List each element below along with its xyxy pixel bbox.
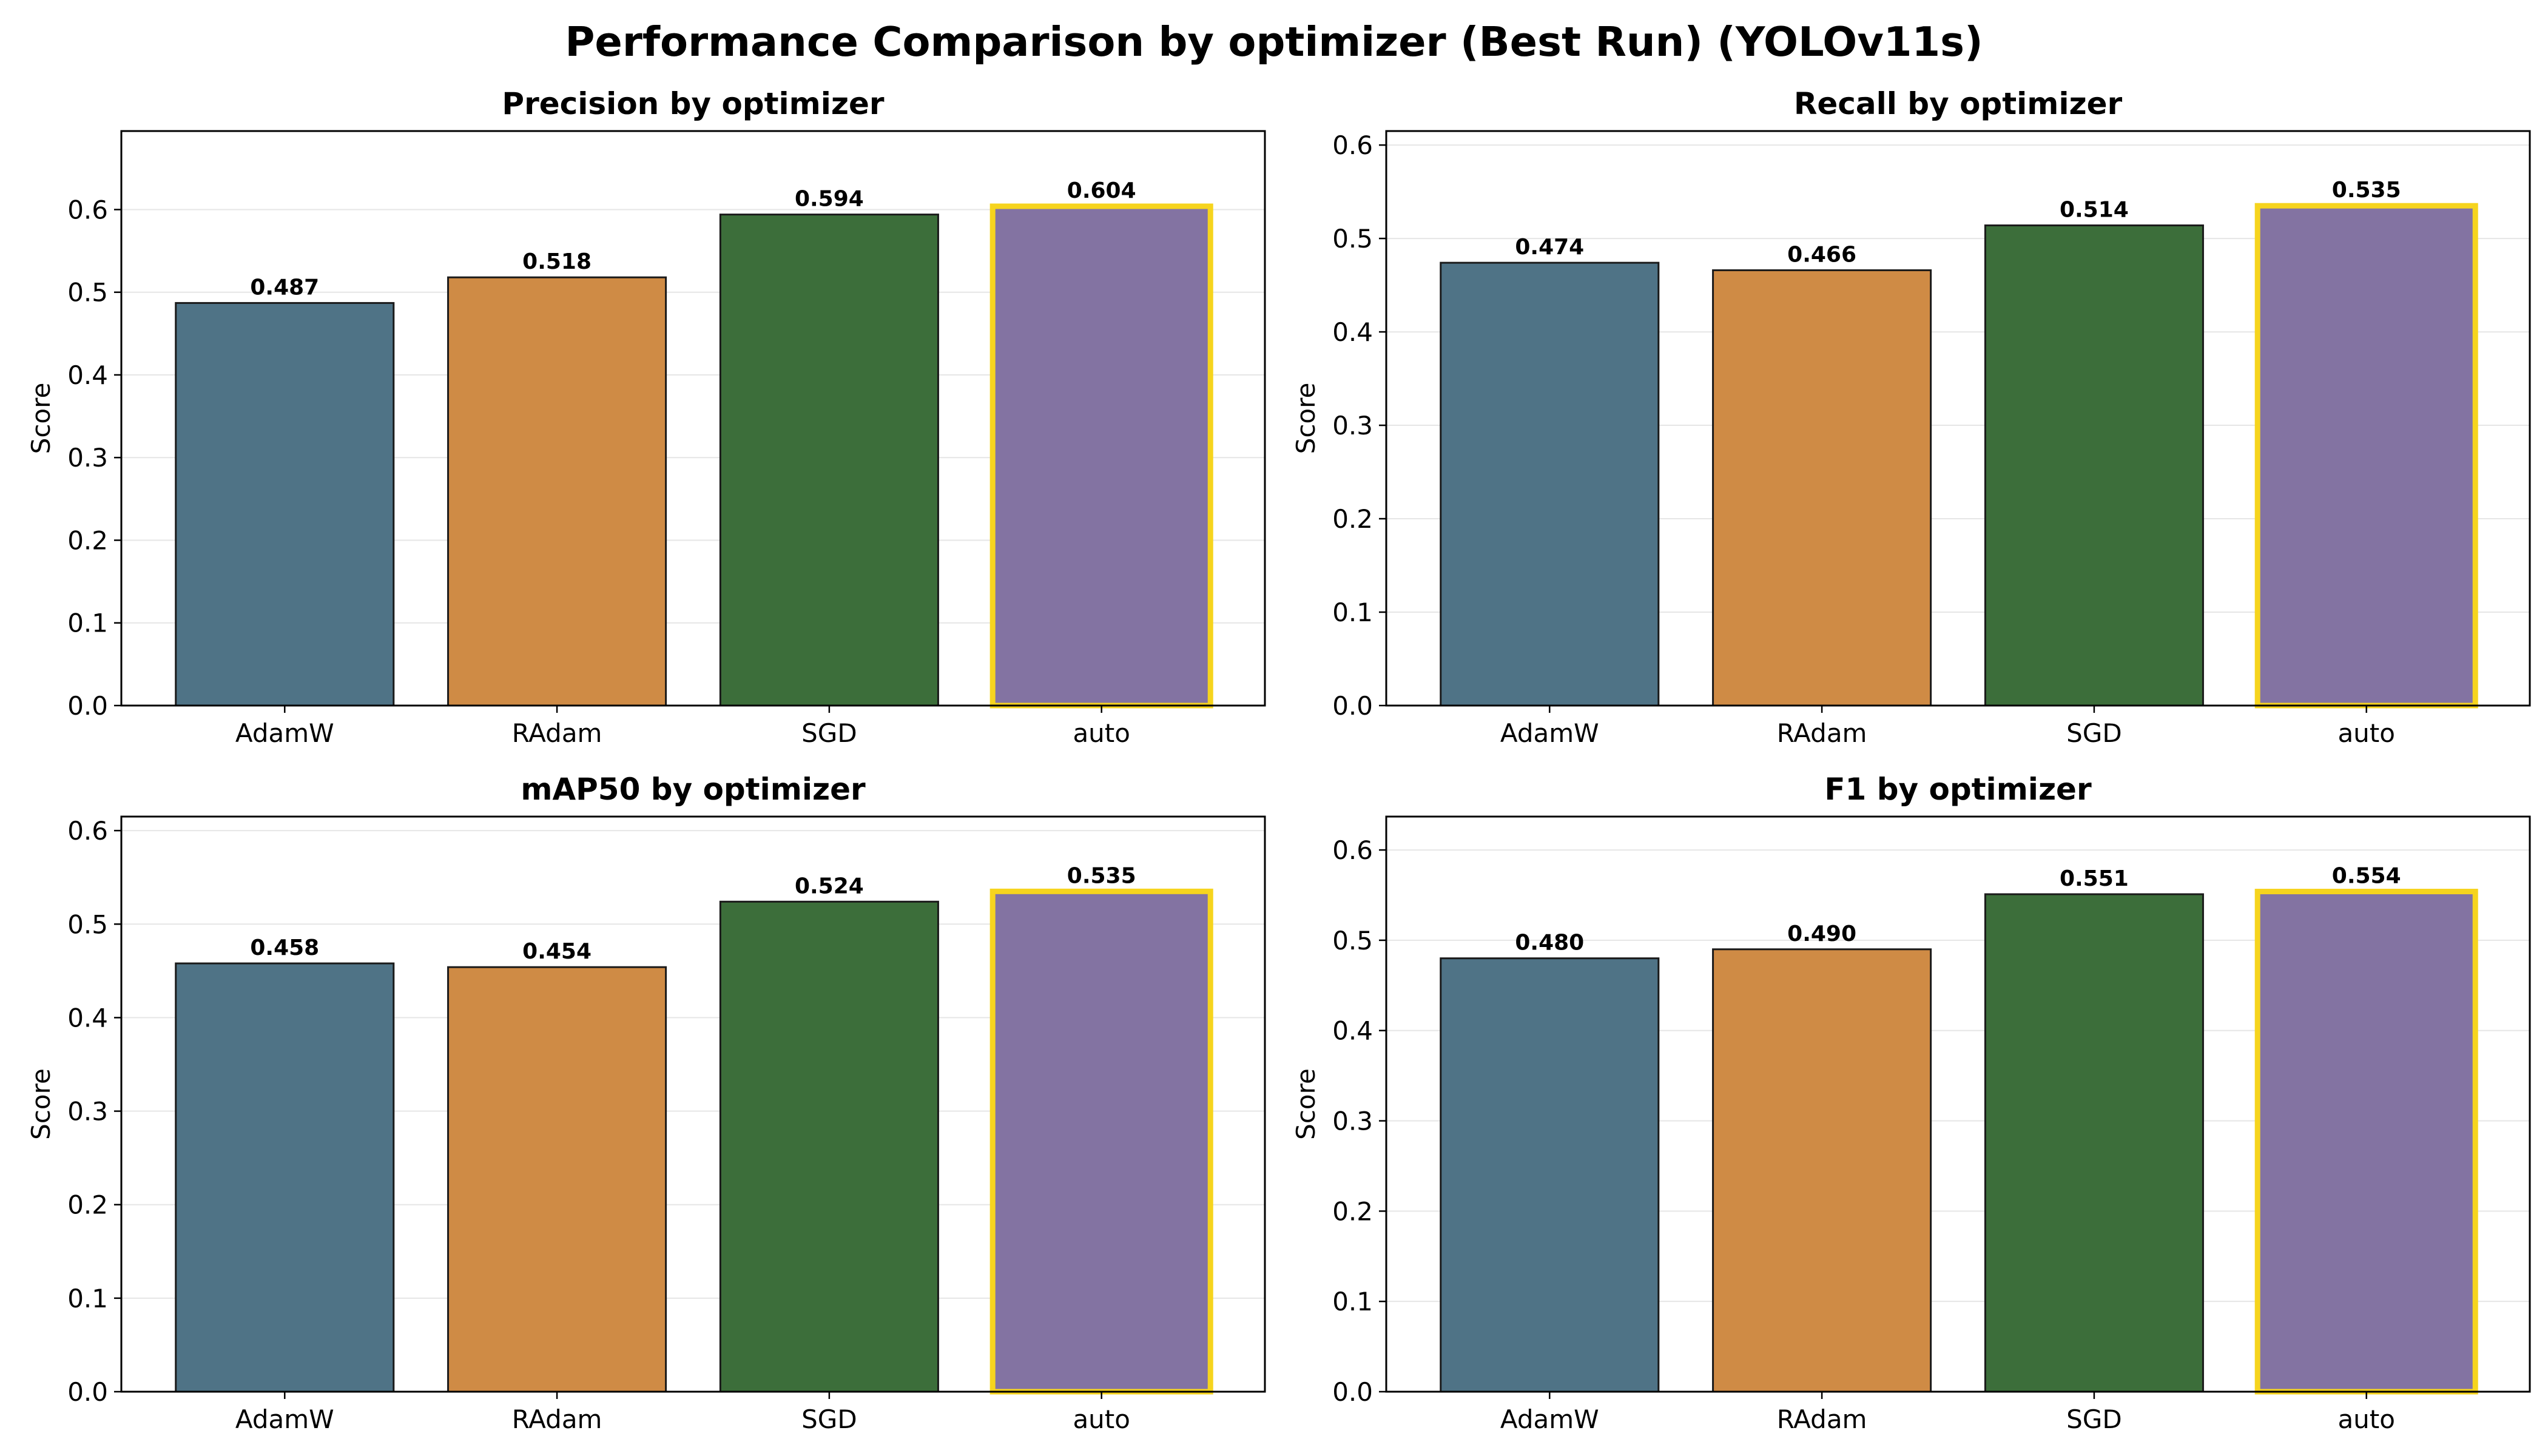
y-tick-label: 0.2 (67, 525, 108, 555)
x-tick-label: SGD (2066, 1404, 2122, 1434)
x-tick-label: SGD (801, 1404, 857, 1434)
y-tick-label: 0.4 (67, 360, 108, 390)
value-label: 0.594 (795, 187, 864, 212)
bar-radam (447, 966, 667, 1393)
bar-sgd (1984, 224, 2204, 707)
y-axis-label: Score (1291, 1068, 1321, 1140)
value-label: 0.554 (2332, 864, 2401, 889)
bar-adamw (1440, 957, 1660, 1393)
x-tick-label: AdamW (235, 1404, 334, 1434)
value-label: 0.518 (522, 249, 592, 274)
x-tick-label: AdamW (1500, 718, 1599, 748)
subplot-3: 0.458 AdamW 0.454 RAdam 0.524 SGD 0.535 auto 0.0… (26, 772, 1266, 1434)
x-tick-label: auto (2337, 718, 2395, 748)
y-tick-label: 0.3 (67, 1097, 108, 1127)
bar-sgd (719, 214, 939, 707)
x-tick-label: SGD (801, 718, 857, 748)
value-label: 0.487 (250, 275, 319, 300)
y-tick-label: 0.5 (1332, 926, 1373, 956)
y-tick-label: 0.2 (1332, 1196, 1373, 1226)
bar-auto (989, 888, 1213, 1395)
bar-auto (989, 203, 1213, 709)
bar-sgd (1984, 893, 2204, 1393)
subplot-title: Precision by optimizer (502, 86, 884, 121)
y-tick-label: 0.6 (1332, 130, 1373, 160)
y-tick-label: 0.5 (1332, 224, 1373, 254)
y-tick-label: 0.0 (67, 691, 108, 721)
subplot-2: 0.474 AdamW 0.466 RAdam 0.514 SGD 0.535 auto 0.0… (1291, 86, 2531, 748)
subplot-1: 0.487 AdamW 0.518 RAdam 0.594 SGD 0.604 auto 0.0… (26, 86, 1266, 748)
y-tick-label: 0.5 (67, 909, 108, 939)
bar-auto (2254, 203, 2478, 709)
value-label: 0.524 (795, 874, 864, 898)
subplot-title: F1 by optimizer (1824, 772, 2092, 807)
y-tick-label: 0.2 (67, 1190, 108, 1220)
value-label: 0.535 (2332, 178, 2401, 203)
y-tick-label: 0.3 (1332, 411, 1373, 440)
y-axis-label: Score (26, 383, 56, 454)
subplot-title: Recall by optimizer (1794, 86, 2123, 121)
y-tick-label: 0.6 (1332, 835, 1373, 865)
y-tick-label: 0.1 (67, 608, 108, 638)
y-tick-label: 0.0 (1332, 691, 1373, 721)
value-label: 0.490 (1787, 922, 1856, 946)
y-tick-label: 0.4 (1332, 317, 1373, 347)
x-tick-label: RAdam (1777, 1404, 1867, 1434)
x-tick-label: auto (2337, 1404, 2395, 1434)
value-label: 0.480 (1515, 931, 1584, 956)
subplot-4: 0.480 AdamW 0.490 RAdam 0.551 SGD 0.554 auto 0.0… (1291, 772, 2531, 1434)
y-tick-label: 0.3 (67, 443, 108, 473)
value-label: 0.604 (1067, 178, 1136, 203)
axes-frame (120, 815, 1266, 1393)
bar-auto (2254, 889, 2478, 1395)
bar-adamw (1440, 261, 1660, 707)
value-label: 0.551 (2060, 866, 2129, 891)
bar-adamw (175, 302, 395, 707)
axes-frame (1385, 815, 2531, 1393)
y-axis-label: Score (1291, 383, 1321, 454)
x-tick-label: AdamW (1500, 1404, 1599, 1434)
bar-radam (1712, 948, 1932, 1393)
axes-frame (1385, 130, 2531, 707)
value-label: 0.454 (522, 939, 592, 964)
y-tick-label: 0.1 (1332, 598, 1373, 627)
y-tick-label: 0.2 (1332, 504, 1373, 534)
x-tick-label: SGD (2066, 718, 2122, 748)
bar-radam (447, 276, 667, 707)
bar-radam (1712, 269, 1932, 707)
y-tick-label: 0.4 (1332, 1016, 1373, 1046)
y-tick-label: 0.4 (67, 1003, 108, 1033)
x-tick-label: RAdam (512, 718, 602, 748)
y-tick-label: 0.0 (67, 1377, 108, 1407)
value-label: 0.466 (1787, 242, 1856, 267)
value-label: 0.474 (1515, 235, 1584, 260)
axes-frame (120, 130, 1266, 707)
y-tick-label: 0.3 (1332, 1107, 1373, 1136)
x-tick-label: auto (1073, 718, 1130, 748)
y-axis-label: Score (26, 1068, 56, 1140)
bar-sgd (719, 900, 939, 1393)
value-label: 0.535 (1067, 863, 1136, 888)
y-tick-label: 0.1 (67, 1284, 108, 1313)
x-tick-label: RAdam (1777, 718, 1867, 748)
y-tick-label: 0.0 (1332, 1377, 1373, 1407)
figure-suptitle: Performance Comparison by optimizer (Bes… (565, 18, 1983, 66)
y-tick-label: 0.6 (67, 816, 108, 846)
bar-adamw (175, 962, 395, 1393)
x-tick-label: auto (1073, 1404, 1130, 1434)
value-label: 0.514 (2060, 198, 2129, 223)
y-tick-label: 0.1 (1332, 1287, 1373, 1316)
x-tick-label: AdamW (235, 718, 334, 748)
value-label: 0.458 (250, 935, 319, 960)
subplot-title: mAP50 by optimizer (521, 772, 866, 807)
y-tick-label: 0.6 (67, 195, 108, 224)
y-tick-label: 0.5 (67, 278, 108, 308)
x-tick-label: RAdam (512, 1404, 602, 1434)
